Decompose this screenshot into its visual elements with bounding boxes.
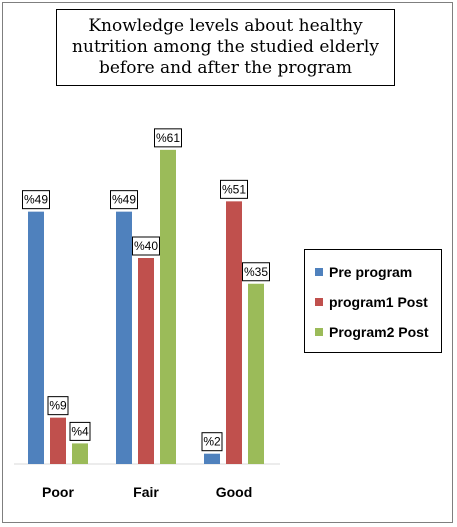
data-label-program2-post-fair: %61: [154, 128, 182, 148]
bar-pre-program-good: [204, 453, 220, 464]
legend-swatch-pre-program: [315, 268, 323, 276]
data-label-pre-program-poor: %49: [22, 190, 50, 210]
legend-item-program2-post: Program2 Post: [315, 322, 429, 342]
bar-program1-post-poor: [50, 417, 66, 464]
data-label-text: %49: [112, 193, 136, 207]
data-label-pre-program-good: %2: [201, 432, 223, 452]
legend-label-program1-post: program1 Post: [329, 294, 428, 310]
data-label-pre-program-fair: %49: [110, 190, 138, 210]
data-label-text: %9: [49, 399, 67, 413]
bar-program1-post-fair: [138, 258, 154, 464]
data-label-program2-post-poor: %4: [69, 421, 91, 441]
data-label-program1-post-good: %51: [220, 179, 248, 199]
data-label-text: %2: [203, 435, 221, 449]
chart-title: Knowledge levels about healthy nutrition…: [72, 16, 379, 78]
bar-pre-program-fair: [116, 211, 132, 464]
data-label-box: [132, 236, 160, 256]
data-label-text: %51: [222, 182, 246, 196]
bar-program1-post-good: [226, 201, 242, 464]
data-label-box: [69, 421, 91, 441]
data-label-text: %35: [244, 265, 268, 279]
bar-program2-post-fair: [160, 149, 176, 464]
data-label-text: %40: [134, 239, 158, 253]
data-label-box: [47, 396, 69, 416]
data-label-box: [220, 179, 248, 199]
data-label-program1-post-fair: %40: [132, 236, 160, 256]
legend-swatch-program1-post: [315, 298, 323, 306]
chart-title-box: Knowledge levels about healthy nutrition…: [56, 9, 395, 86]
legend-swatch-program2-post: [315, 328, 323, 336]
x-tick-label-fair: Fair: [133, 484, 159, 500]
x-tick-label-good: Good: [216, 484, 253, 500]
data-label-box: [201, 432, 223, 452]
bar-pre-program-poor: [28, 211, 44, 464]
legend-item-program1-post: program1 Post: [315, 292, 428, 312]
data-label-text: %4: [71, 424, 89, 438]
data-label-box: [22, 190, 50, 210]
data-label-box: [154, 128, 182, 148]
legend-item-pre-program: Pre program: [315, 262, 412, 282]
data-label-program1-post-poor: %9: [47, 396, 69, 416]
data-label-box: [242, 262, 270, 282]
legend: Pre program program1 Post Program2 Post: [304, 249, 442, 353]
data-label-text: %49: [24, 193, 48, 207]
legend-label-pre-program: Pre program: [329, 264, 413, 280]
data-label-box: [110, 190, 138, 210]
bar-program2-post-poor: [72, 443, 88, 464]
data-label-program2-post-good: %35: [242, 262, 270, 282]
bar-program2-post-good: [248, 283, 264, 464]
legend-label-program2-post: Program2 Post: [329, 324, 429, 340]
data-label-text: %61: [156, 131, 180, 145]
x-tick-label-poor: Poor: [42, 484, 74, 500]
